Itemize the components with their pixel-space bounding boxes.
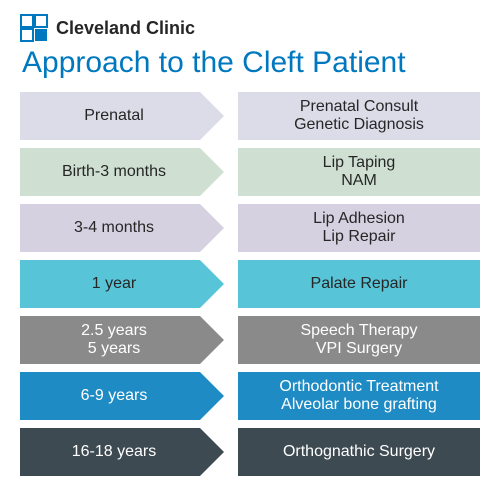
timeframe-label: 3-4 months: [20, 204, 224, 252]
timeframe-label: 6-9 years: [20, 372, 224, 420]
treatment-description: Orthodontic TreatmentAlveolar bone graft…: [238, 372, 480, 420]
timeframe-label: Birth-3 months: [20, 148, 224, 196]
timeline-rows: Prenatal Prenatal ConsultGenetic Diagnosi…: [20, 92, 480, 476]
timeline-row: 2.5 years5 years Speech TherapyVPI Surger…: [20, 316, 480, 364]
treatment-description: Lip AdhesionLip Repair: [238, 204, 480, 252]
header: Cleveland Clinic: [20, 14, 480, 42]
timeline-row: 1 year Palate Repair: [20, 260, 480, 308]
timeframe-arrow: 6-9 years: [20, 372, 224, 420]
timeline-row: Prenatal Prenatal ConsultGenetic Diagnosi…: [20, 92, 480, 140]
timeline-row: 6-9 years Orthodontic TreatmentAlveolar b…: [20, 372, 480, 420]
timeframe-arrow: 2.5 years5 years: [20, 316, 224, 364]
timeframe-label: 2.5 years5 years: [20, 316, 224, 364]
treatment-description: Palate Repair: [238, 260, 480, 308]
page-title: Approach to the Cleft Patient: [22, 46, 480, 80]
brand-logo-icon: [20, 14, 48, 42]
treatment-description: Prenatal ConsultGenetic Diagnosis: [238, 92, 480, 140]
timeframe-label: Prenatal: [20, 92, 224, 140]
timeframe-arrow: Prenatal: [20, 92, 224, 140]
timeframe-arrow: 3-4 months: [20, 204, 224, 252]
timeline-row: Birth-3 months Lip TapingNAM: [20, 148, 480, 196]
timeframe-arrow: 1 year: [20, 260, 224, 308]
treatment-description: Lip TapingNAM: [238, 148, 480, 196]
treatment-description: Orthognathic Surgery: [238, 428, 480, 476]
timeframe-label: 16-18 years: [20, 428, 224, 476]
timeline-row: 3-4 months Lip AdhesionLip Repair: [20, 204, 480, 252]
timeframe-arrow: 16-18 years: [20, 428, 224, 476]
timeframe-arrow: Birth-3 months: [20, 148, 224, 196]
treatment-description: Speech TherapyVPI Surgery: [238, 316, 480, 364]
timeframe-label: 1 year: [20, 260, 224, 308]
timeline-row: 16-18 years Orthognathic Surgery: [20, 428, 480, 476]
brand-name: Cleveland Clinic: [56, 18, 195, 39]
